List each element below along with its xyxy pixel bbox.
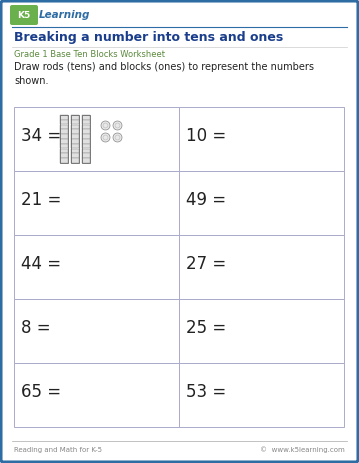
Bar [82,120,90,124]
Bar [60,120,68,124]
Bar [60,134,68,139]
Bar [82,115,90,163]
Text: 10 =: 10 = [186,127,226,145]
Text: 65 =: 65 = [21,383,61,401]
Bar [71,153,79,158]
Text: 8 =: 8 = [21,319,51,337]
Bar [71,144,79,148]
Text: ©  www.k5learning.com: © www.k5learning.com [260,447,345,453]
Bar [82,158,90,163]
Bar [82,129,90,134]
Text: Reading and Math for K-5: Reading and Math for K-5 [14,447,102,453]
Bar [82,144,90,148]
Bar [71,134,79,139]
Circle shape [113,121,122,130]
Bar [179,107,344,171]
Bar [179,299,344,363]
Bar [82,139,90,144]
Bar [71,149,79,153]
Bar [60,125,68,129]
Bar [71,129,79,134]
Circle shape [113,133,122,142]
Text: 53 =: 53 = [186,383,226,401]
Bar [82,149,90,153]
Text: 34 =: 34 = [21,127,61,145]
Bar [71,120,79,124]
Bar [179,171,344,235]
Bar [14,363,179,427]
Bar [179,235,344,299]
Bar [60,144,68,148]
Bar [60,158,68,163]
Bar [179,363,344,427]
Text: K5: K5 [17,11,31,19]
Text: 27 =: 27 = [186,255,226,273]
Text: 25 =: 25 = [186,319,226,337]
Circle shape [101,133,110,142]
Text: 44 =: 44 = [21,255,61,273]
Bar [60,149,68,153]
Text: Draw rods (tens) and blocks (ones) to represent the numbers
shown.: Draw rods (tens) and blocks (ones) to re… [14,62,314,86]
Text: 21 =: 21 = [21,191,61,209]
Bar [71,158,79,163]
Bar [82,125,90,129]
Bar [71,115,79,119]
Text: Grade 1 Base Ten Blocks Worksheet: Grade 1 Base Ten Blocks Worksheet [14,50,165,59]
Circle shape [101,121,110,130]
Bar [71,125,79,129]
Bar [14,107,179,171]
Bar [14,235,179,299]
Bar [60,139,68,144]
Bar [82,134,90,139]
Bar [60,115,68,119]
Text: Learning: Learning [39,10,90,20]
FancyBboxPatch shape [10,5,38,25]
Bar [71,115,79,163]
Bar [82,115,90,119]
Bar [60,153,68,158]
Bar [60,115,68,163]
Bar [14,171,179,235]
Bar [14,299,179,363]
Bar [82,153,90,158]
Bar [71,139,79,144]
Text: Breaking a number into tens and ones: Breaking a number into tens and ones [14,31,283,44]
Bar [60,129,68,134]
Text: 49 =: 49 = [186,191,226,209]
